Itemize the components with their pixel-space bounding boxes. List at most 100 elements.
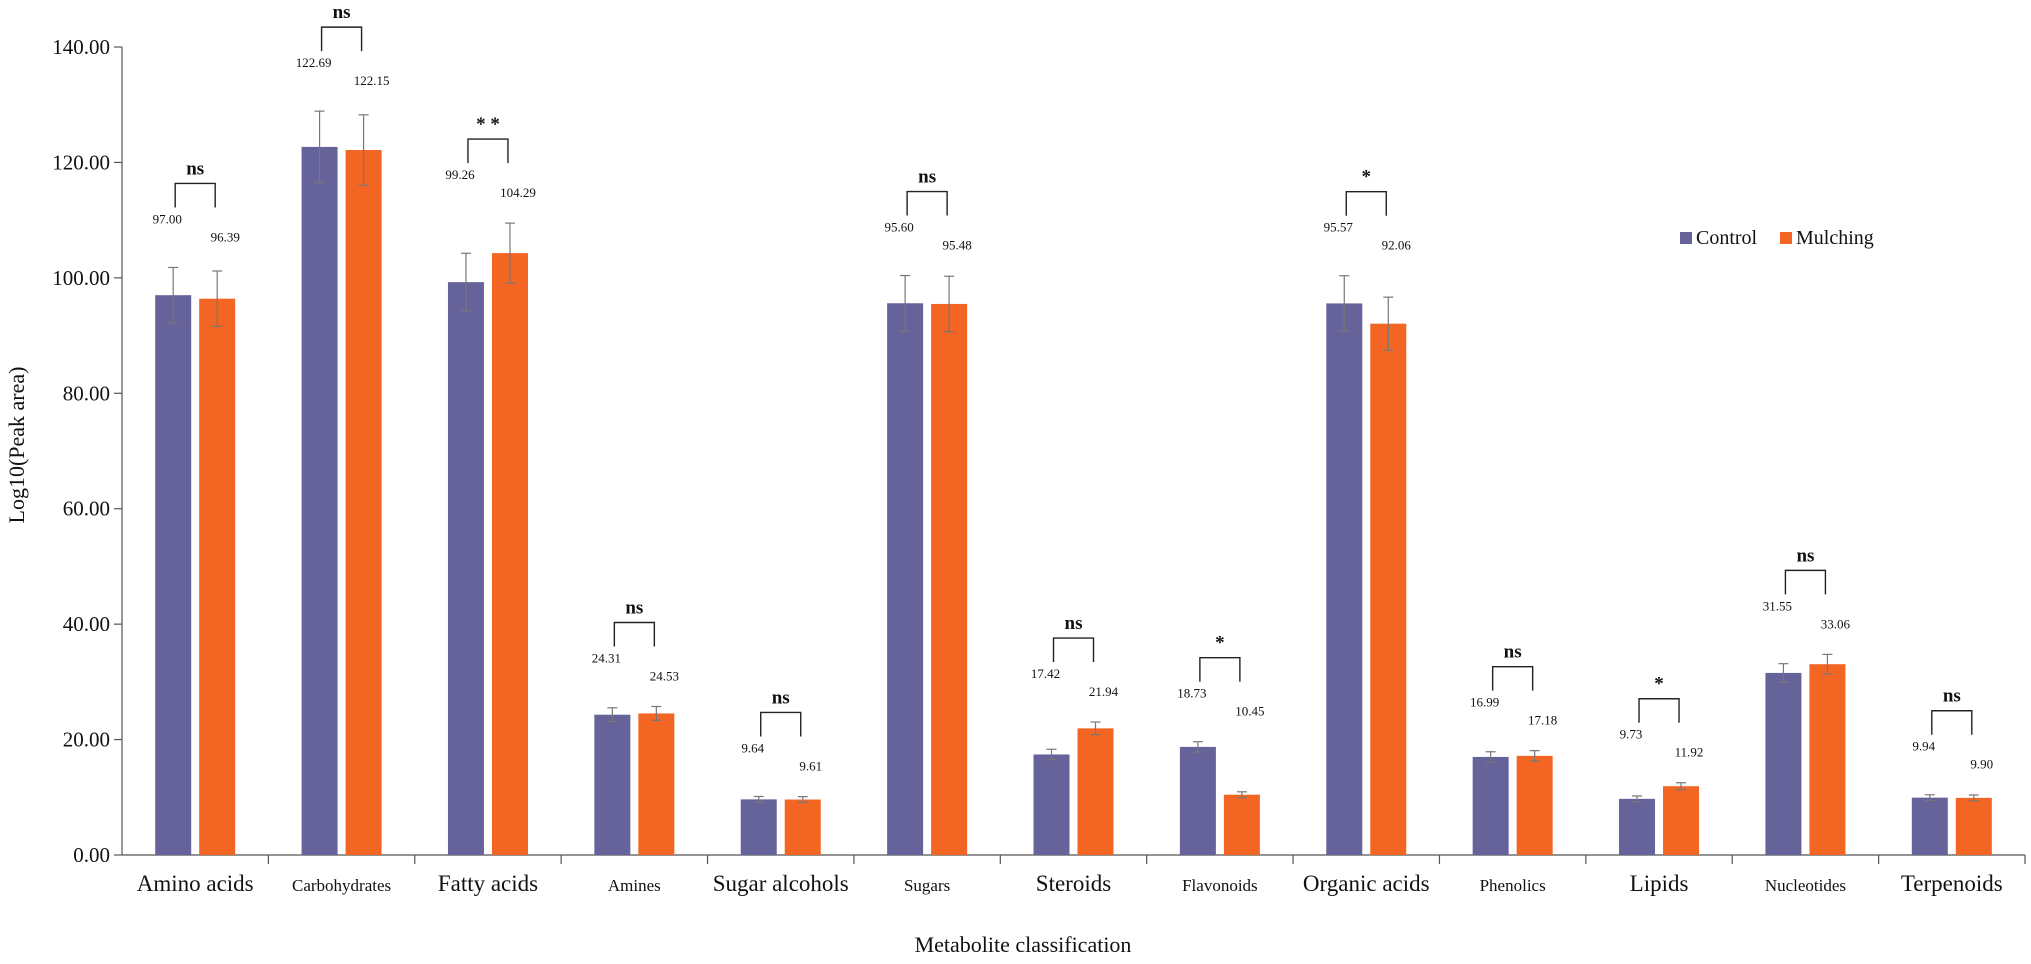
value-label-mulching: 95.48: [942, 238, 971, 253]
value-label-mulching: 10.45: [1235, 704, 1264, 719]
value-label-control: 99.26: [445, 167, 475, 182]
error-bars: [168, 110, 1979, 804]
legend-swatch-mulching: [1780, 232, 1792, 244]
significance-bracket: [613, 621, 656, 647]
significance-label: *: [1654, 674, 1664, 695]
significance-bracket: [1052, 637, 1095, 663]
significance-bracket: [174, 182, 216, 208]
x-category-label: Amines: [608, 876, 661, 895]
significance-bracket: [1931, 710, 1973, 735]
legend-label-control: Control: [1696, 227, 1758, 249]
value-label-control: 97.00: [153, 211, 182, 226]
value-label-control: 18.73: [1177, 686, 1206, 701]
significance-bracket: [1491, 665, 1534, 691]
bar-mulching: [345, 150, 382, 855]
x-category-label: Flavonoids: [1182, 876, 1258, 895]
significance-bracket: [1345, 191, 1387, 216]
bar-mulching: [784, 799, 821, 855]
legend-swatch-control: [1680, 232, 1692, 244]
value-label-mulching: 92.06: [1382, 238, 1412, 253]
y-tick-label: 0.00: [73, 843, 110, 867]
bar-mulching: [1223, 794, 1260, 855]
value-label-control: 9.73: [1620, 727, 1643, 742]
significance-bracket: [906, 190, 948, 216]
significance-label: ns: [186, 158, 204, 179]
x-axis-category-labels: Amino acids Carbohydrates Fatty acids Amine…: [137, 855, 2026, 896]
bar-control: [740, 799, 777, 855]
x-category-label: Carbohydrates: [292, 876, 391, 895]
significance-label: ns: [1943, 686, 1961, 707]
significance-bracket: [320, 26, 363, 52]
bar-mulching: [199, 298, 236, 855]
bar-control: [1326, 303, 1363, 855]
value-label-mulching: 21.94: [1089, 684, 1119, 699]
value-label-mulching: 33.06: [1821, 616, 1851, 631]
significance-bracket: [467, 138, 509, 164]
y-axis-ticks: 0.00 20.00 40.00 60.00 80.00 100.00 120.00 140.…: [52, 35, 122, 867]
bar-control: [1765, 672, 1802, 855]
significance-label: ns: [625, 598, 643, 619]
bar-mulching: [1663, 786, 1700, 855]
x-category-label: Organic acids: [1303, 871, 1430, 896]
bar-control: [1033, 754, 1070, 855]
x-category-label: Sugar alcohols: [713, 871, 849, 896]
value-label-control: 95.60: [884, 220, 913, 235]
significance-label: *: [1362, 167, 1372, 188]
value-label-mulching: 11.92: [1675, 745, 1704, 760]
bar-control: [1179, 746, 1216, 855]
value-label-mulching: 104.29: [500, 185, 536, 200]
bar-mulching: [1516, 755, 1553, 855]
value-label-mulching: 122.15: [354, 73, 390, 88]
bar-mulching: [1809, 664, 1846, 855]
axes: [121, 47, 2025, 856]
bar-control: [594, 714, 631, 855]
x-category-label: Sugars: [904, 876, 950, 895]
significance-label: * *: [476, 114, 500, 135]
bar-mulching: [1370, 323, 1407, 856]
y-tick-label: 60.00: [63, 497, 110, 521]
x-category-label: Amino acids: [137, 871, 254, 896]
value-labels: 97.00 96.39 122.69 122.15 99.26 104.29 24.31 24…: [153, 55, 1994, 773]
value-label-mulching: 9.90: [1970, 757, 1993, 772]
x-category-label: Lipids: [1630, 871, 1689, 896]
value-label-mulching: 17.18: [1528, 713, 1557, 728]
x-category-label: Fatty acids: [438, 871, 538, 896]
bar-mulching: [638, 713, 675, 855]
y-tick-label: 100.00: [52, 266, 110, 290]
bar-control: [1472, 756, 1509, 855]
bar-control: [447, 282, 484, 855]
y-axis-title: Log10(Peak area): [4, 367, 29, 524]
bar-mulching: [491, 253, 528, 855]
value-label-control: 95.57: [1324, 220, 1354, 235]
x-axis-title: Metabolite classification: [915, 932, 1132, 957]
significance-brackets: ns ns * * ns ns ns ns * * ns * ns ns: [174, 2, 1973, 737]
significance-label: ns: [918, 167, 936, 188]
y-tick-label: 20.00: [63, 728, 110, 752]
bar-mulching: [1955, 797, 1992, 855]
bars: [155, 146, 1992, 856]
value-label-control: 16.99: [1470, 695, 1499, 710]
value-label-control: 122.69: [296, 55, 332, 70]
bar-control: [1619, 798, 1656, 855]
significance-bracket: [760, 711, 802, 737]
value-label-control: 24.31: [592, 651, 621, 666]
significance-bracket: [1638, 698, 1680, 723]
significance-bracket: [1784, 569, 1827, 595]
significance-label: *: [1215, 633, 1225, 654]
significance-label: ns: [1796, 545, 1814, 566]
significance-label: ns: [1504, 642, 1522, 663]
y-tick-label: 80.00: [63, 381, 110, 405]
x-category-label: Phenolics: [1480, 876, 1546, 895]
y-tick-label: 140.00: [52, 35, 110, 59]
significance-label: ns: [772, 687, 790, 708]
bar-control: [301, 146, 338, 855]
significance-label: ns: [1065, 613, 1083, 634]
bar-mulching: [1077, 728, 1114, 855]
value-label-mulching: 9.61: [799, 758, 822, 773]
bar-control: [155, 295, 192, 856]
value-label-control: 9.64: [741, 740, 764, 755]
bar-control: [887, 303, 924, 855]
significance-label: ns: [333, 2, 351, 23]
value-label-mulching: 96.39: [211, 229, 240, 244]
